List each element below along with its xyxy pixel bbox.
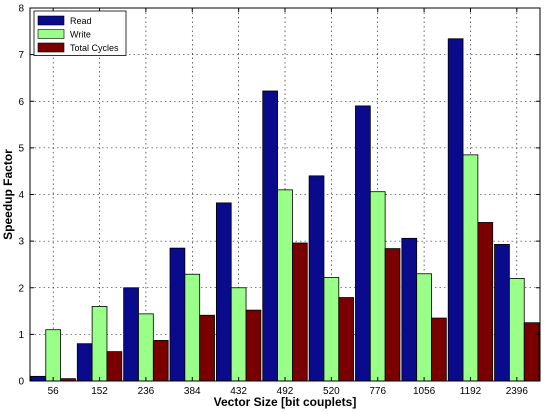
bar-read-1192 <box>447 38 464 382</box>
bar-total-cycles-1056 <box>431 317 447 382</box>
bar-read-1056 <box>401 237 418 382</box>
x-axis-ticks: 56 152 236 384 432 492 520 776 1056 1192 2396 <box>48 8 529 397</box>
bar-total-cycles-776 <box>384 248 401 382</box>
bar-write-776 <box>369 191 386 382</box>
y-tick-label: 4 <box>18 190 24 201</box>
x-tick-label: 432 <box>230 386 247 397</box>
legend-label-write: Write <box>70 30 91 40</box>
y-tick-label: 5 <box>18 143 24 154</box>
bar-read-492 <box>262 90 278 382</box>
x-tick-label: 152 <box>91 386 108 397</box>
bar-write-1192 <box>462 154 479 382</box>
bar-total-cycles-152 <box>106 351 123 382</box>
bar-read-56 <box>30 375 47 382</box>
bar-total-cycles-432 <box>245 309 262 382</box>
y-axis-ticks: 0 1 2 3 4 5 6 7 8 <box>18 4 540 388</box>
x-tick-label: 776 <box>369 386 386 397</box>
bar-read-432 <box>215 202 232 382</box>
x-tick-label: 2396 <box>506 386 529 397</box>
x-tick-label: 520 <box>323 386 340 397</box>
bar-total-cycles-2396 <box>523 322 540 382</box>
legend-swatch-read <box>37 15 65 26</box>
y-tick-label: 6 <box>18 97 24 108</box>
bar-write-384 <box>184 273 201 382</box>
x-tick-label: 1056 <box>413 386 436 397</box>
x-axis-label: Vector Size [bit couplets] <box>214 395 357 409</box>
y-tick-label: 2 <box>18 283 24 294</box>
bar-total-cycles-384 <box>199 314 215 382</box>
bar-read-520 <box>308 175 325 382</box>
bar-total-cycles-236 <box>152 340 169 382</box>
bar-read-776 <box>355 105 371 382</box>
bar-read-236 <box>123 287 139 382</box>
y-tick-label: 3 <box>18 237 24 248</box>
bar-read-152 <box>76 343 93 382</box>
bar-total-cycles-520 <box>338 297 355 382</box>
bar-total-cycles-492 <box>292 242 308 382</box>
legend-label-total-cycles: Total Cycles <box>70 43 119 53</box>
bar-write-1056 <box>416 273 432 382</box>
bar-read-2396 <box>494 243 510 382</box>
x-tick-label: 1192 <box>460 386 482 397</box>
legend-swatch-total-cycles <box>37 42 65 53</box>
y-tick-label: 0 <box>18 377 24 388</box>
bar-write-236 <box>138 313 154 382</box>
bar-write-152 <box>91 305 108 382</box>
y-axis-label: Speedup Factor <box>1 149 15 240</box>
y-tick-label: 8 <box>18 4 24 15</box>
legend-label-read: Read <box>70 16 92 26</box>
bar-group <box>30 38 540 382</box>
bar-total-cycles-1192 <box>477 222 494 382</box>
x-tick-label: 492 <box>277 386 294 397</box>
bar-read-384 <box>169 247 186 382</box>
x-tick-label: 236 <box>138 386 155 397</box>
bar-write-520 <box>323 277 340 382</box>
legend-swatch-write <box>37 29 65 39</box>
bar-write-2396 <box>508 278 525 382</box>
x-tick-label: 384 <box>184 386 201 397</box>
y-tick-label: 7 <box>18 50 24 61</box>
legend: Read Write Total Cycles <box>33 10 127 56</box>
bar-write-56 <box>45 329 62 382</box>
y-tick-label: 1 <box>18 330 24 341</box>
bar-write-432 <box>230 287 247 382</box>
bar-write-492 <box>277 189 293 382</box>
x-tick-label: 56 <box>48 386 60 397</box>
